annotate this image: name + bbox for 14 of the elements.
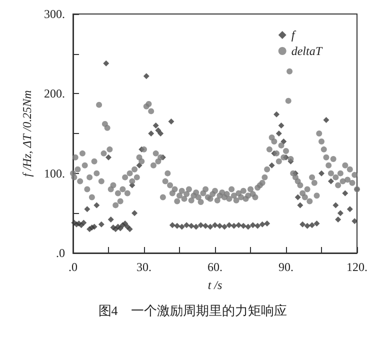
x-tick-label: 120. — [346, 260, 368, 274]
y-tick-label: 100. — [44, 166, 65, 180]
legend-label: deltaT — [291, 44, 324, 58]
y-tick-label: 200. — [44, 86, 65, 101]
x-tick-label: .0 — [68, 260, 78, 274]
x-tick-label: 30. — [136, 260, 152, 274]
y-tick-label: 300. — [44, 7, 65, 21]
x-tick-label: 60. — [208, 260, 222, 274]
y-axis-title: f /Hz, ΔT /0.25Nm — [20, 90, 34, 177]
x-axis-title: t /s — [208, 278, 222, 292]
legend-label: f — [291, 28, 296, 42]
caption: 图4 一个激励周期里的力矩响应 — [98, 303, 287, 318]
y-tick-label: .0 — [56, 246, 65, 260]
x-tick-label: 90. — [278, 260, 294, 274]
